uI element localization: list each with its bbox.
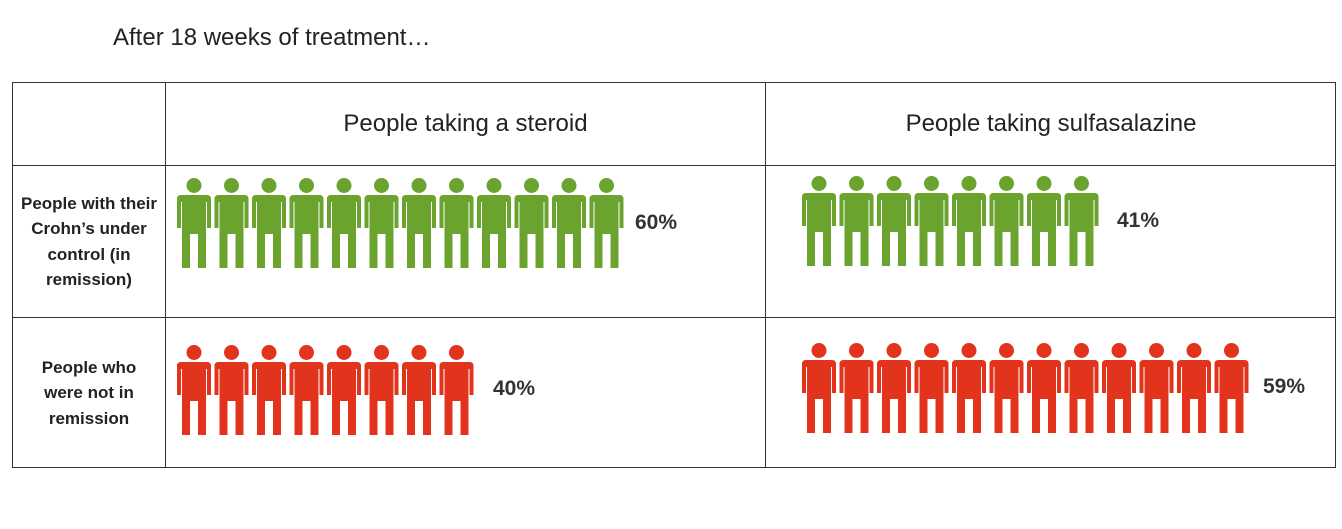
results-table: People taking a steroid People taking su… xyxy=(12,82,1336,468)
person-icon xyxy=(477,178,511,268)
person-icon xyxy=(1102,343,1136,433)
person-icon xyxy=(327,345,361,435)
person-icon xyxy=(289,178,324,268)
percent-label-steroid-not-remission: 40% xyxy=(493,377,536,400)
person-icon xyxy=(839,176,874,266)
person-icon xyxy=(914,343,949,433)
person-icon xyxy=(439,178,474,268)
person-icon xyxy=(1139,343,1174,433)
person-icon xyxy=(839,343,874,433)
column-divider xyxy=(765,83,766,467)
person-icon xyxy=(1214,343,1249,433)
row-divider xyxy=(13,317,1335,318)
person-icon xyxy=(989,343,1024,433)
person-icon xyxy=(402,345,436,435)
person-icon xyxy=(1177,343,1211,433)
person-icon xyxy=(552,178,586,268)
percent-label-sulfasalazine-not-remission: 59% xyxy=(1263,375,1306,398)
person-icon xyxy=(364,178,399,268)
person-icon xyxy=(1027,343,1061,433)
person-icon xyxy=(877,343,911,433)
person-icon xyxy=(252,178,286,268)
person-icon xyxy=(214,345,249,435)
person-icon xyxy=(439,345,474,435)
person-icon xyxy=(952,176,986,266)
icon-array-sulfasalazine-not-remission xyxy=(802,343,1249,433)
person-icon xyxy=(1064,176,1099,266)
column-header-sulfasalazine: People taking sulfasalazine xyxy=(905,110,1197,137)
person-icon xyxy=(914,176,949,266)
person-icon xyxy=(364,345,399,435)
person-icon xyxy=(514,178,549,268)
row-header-not-remission: People who were not in remission xyxy=(41,357,137,428)
row-divider xyxy=(13,165,1335,166)
chart-title: After 18 weeks of treatment… xyxy=(113,24,431,51)
person-icon xyxy=(327,178,361,268)
person-icon xyxy=(952,343,986,433)
column-divider xyxy=(165,83,166,467)
percent-label-sulfasalazine-remission: 41% xyxy=(1117,209,1160,232)
person-icon xyxy=(214,178,249,268)
icon-array-steroid-remission xyxy=(177,178,624,268)
column-header-steroid: People taking a steroid xyxy=(343,110,588,137)
person-icon xyxy=(989,176,1024,266)
icon-array-sulfasalazine-remission xyxy=(802,176,1099,266)
icon-array-steroid-not-remission xyxy=(177,345,474,435)
person-icon xyxy=(252,345,286,435)
person-icon xyxy=(802,343,836,433)
person-icon xyxy=(177,345,211,435)
person-icon xyxy=(589,178,624,268)
person-icon xyxy=(289,345,324,435)
person-icon xyxy=(177,178,211,268)
row-header-remission: People with their Crohn’s under control … xyxy=(20,193,158,290)
person-icon xyxy=(1027,176,1061,266)
person-icon xyxy=(402,178,436,268)
percent-label-steroid-remission: 60% xyxy=(635,211,678,234)
person-icon xyxy=(802,176,836,266)
person-icon xyxy=(1064,343,1099,433)
person-icon xyxy=(877,176,911,266)
